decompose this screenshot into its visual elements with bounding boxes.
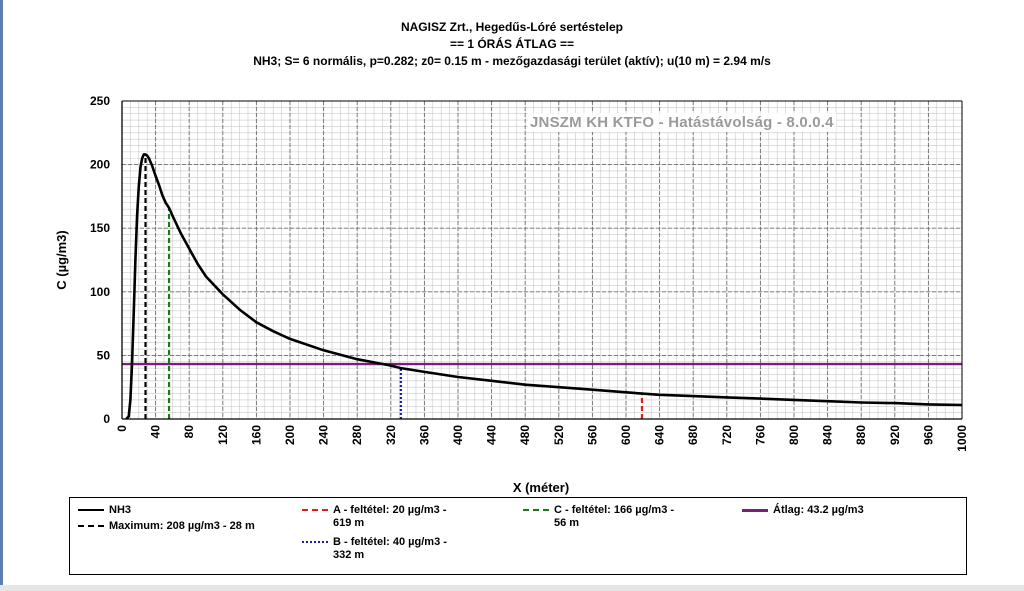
x-tick-label: 40 bbox=[149, 425, 163, 439]
x-tick-label: 880 bbox=[854, 425, 868, 445]
x-tick-label: 200 bbox=[283, 425, 297, 445]
legend-sample-b bbox=[302, 541, 328, 543]
y-tick-label: 50 bbox=[97, 348, 111, 362]
x-tick-label: 360 bbox=[417, 425, 431, 445]
x-tick-label: 480 bbox=[518, 425, 532, 445]
x-tick-label: 960 bbox=[921, 425, 935, 445]
program-watermark: JNSZM KH KTFO - Hatástávolság - 8.0.0.4 bbox=[528, 113, 836, 132]
markers-layer bbox=[144, 154, 644, 419]
series-layer bbox=[125, 153, 963, 420]
legend-label-b-line1: B - feltétel: 40 µg/m3 - bbox=[333, 536, 447, 548]
legend-label-a-line1: A - feltétel: 20 µg/m3 - bbox=[333, 504, 447, 516]
x-tick-label: 80 bbox=[182, 425, 196, 439]
chart-legend: NH3 Maximum: 208 µg/m3 - 28 m A - feltét… bbox=[69, 497, 967, 575]
legend-text-a: A - feltétel: 20 µg/m3 - 619 m bbox=[333, 504, 447, 530]
x-tick-label: 680 bbox=[686, 425, 700, 445]
series-line-nh3 bbox=[125, 153, 963, 420]
x-tick-label: 320 bbox=[384, 425, 398, 445]
x-axis-label: X (méter) bbox=[513, 480, 569, 495]
legend-label-a-line2: 619 m bbox=[333, 517, 365, 529]
x-tick-label: 240 bbox=[317, 425, 331, 445]
x-tick-label: 400 bbox=[451, 425, 465, 445]
x-tick-label: 0 bbox=[115, 425, 129, 432]
x-tick-labels: 0 40 80 120 160 200 240 280 320 360 400 440 480 520 56… bbox=[115, 425, 969, 452]
x-tick-label: 840 bbox=[821, 425, 835, 445]
legend-label-c-line1: C - feltétel: 166 µg/m3 - bbox=[554, 504, 675, 516]
x-tick-label: 520 bbox=[552, 425, 566, 445]
window-bottom-edge bbox=[0, 585, 1024, 591]
legend-text-b: B - feltétel: 40 µg/m3 - 332 m bbox=[333, 536, 447, 562]
legend-label-maximum: Maximum: 208 µg/m3 - 28 m bbox=[109, 520, 255, 532]
x-tick-label: 560 bbox=[585, 425, 599, 445]
x-tick-label: 760 bbox=[753, 425, 767, 445]
y-tick-label: 0 bbox=[103, 412, 110, 426]
y-tick-labels: 0 50 100 150 200 250 bbox=[90, 94, 110, 426]
legend-text-c: C - feltétel: 166 µg/m3 - 56 m bbox=[554, 504, 674, 530]
legend-label-atlag: Átlag: 43.2 µg/m3 bbox=[773, 504, 864, 516]
x-tick-label: 280 bbox=[350, 425, 364, 445]
concentration-chart: 0 40 80 120 160 200 240 280 320 360 400 440 480 520 56… bbox=[54, 94, 969, 495]
x-tick-label: 720 bbox=[720, 425, 734, 445]
x-tick-label: 120 bbox=[216, 425, 230, 445]
x-tick-label: 160 bbox=[249, 425, 263, 445]
legend-sample-atlag bbox=[742, 509, 768, 512]
y-axis-label: C (µg/m3) bbox=[54, 230, 69, 290]
legend-label-nh3: NH3 bbox=[109, 504, 132, 516]
legend-label-b-line2: 332 m bbox=[333, 549, 365, 561]
chart-subtitle: == 1 ÓRÁS ÁTLAG == bbox=[449, 37, 575, 51]
chart-parameters: NH3; S= 6 normális, p=0.282; z0= 0.15 m … bbox=[253, 54, 771, 68]
x-tick-label: 1000 bbox=[955, 425, 969, 452]
x-tick-label: 640 bbox=[653, 425, 667, 445]
legend-sample-a bbox=[302, 509, 328, 511]
x-tick-label: 920 bbox=[888, 425, 902, 445]
legend-sample-maximum bbox=[78, 525, 104, 527]
chart-axes bbox=[121, 100, 963, 420]
legend-sample-c bbox=[523, 509, 549, 511]
y-tick-label: 200 bbox=[90, 158, 110, 172]
y-tick-label: 250 bbox=[90, 94, 110, 108]
x-tick-label: 440 bbox=[485, 425, 499, 445]
legend-label-c-line2: 56 m bbox=[554, 517, 580, 529]
legend-sample-nh3 bbox=[78, 509, 104, 511]
y-tick-label: 150 bbox=[90, 221, 110, 235]
window-left-edge bbox=[0, 0, 3, 591]
x-tick-label: 600 bbox=[619, 425, 633, 445]
chart-title: NAGISZ Zrt., Hegedűs-Lóré sertéstelep bbox=[400, 20, 624, 34]
chart-grid bbox=[121, 100, 963, 420]
y-tick-label: 100 bbox=[90, 285, 110, 299]
x-tick-label: 800 bbox=[787, 425, 801, 445]
